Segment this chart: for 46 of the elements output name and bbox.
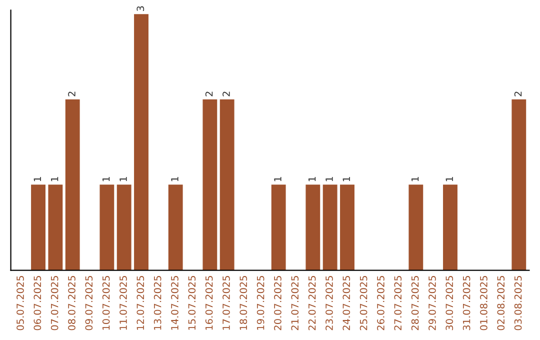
- x-tick-label: 25.07.2025: [360, 276, 368, 330]
- data-label: 3: [136, 6, 144, 11]
- data-label: 2: [205, 92, 213, 96]
- data-label: 1: [171, 176, 178, 182]
- x-tick-label: 24.07.2025: [342, 276, 350, 330]
- x-tick-label: 15.07.2025: [188, 276, 196, 330]
- x-tick-label: 26.07.2025: [377, 276, 384, 330]
- x-tick-label: 19.07.2025: [256, 276, 264, 330]
- x-tick-label: 18.07.2025: [240, 276, 248, 330]
- x-tick-label: 07.07.2025: [50, 276, 58, 330]
- x-tick-label: 02.08.2025: [497, 276, 505, 330]
- data-label: 2: [68, 92, 76, 96]
- x-tick-label: 30.07.2025: [446, 276, 454, 330]
- x-tick-label: 22.07.2025: [308, 276, 316, 330]
- x-tick-label: 09.07.2025: [85, 276, 93, 330]
- data-label: 1: [274, 176, 282, 182]
- x-tick-label: 28.07.2025: [411, 276, 419, 330]
- data-label: 1: [446, 176, 453, 182]
- x-tick-label: 08.07.2025: [68, 276, 76, 330]
- x-tick-label: 21.07.2025: [291, 276, 299, 330]
- x-tick-label: 06.07.2025: [34, 276, 42, 330]
- x-tick-label: 01.08.2025: [480, 276, 488, 330]
- x-tick-label: 27.07.2025: [394, 276, 402, 330]
- x-tick-label: 10.07.2025: [102, 276, 110, 330]
- x-tick-label: 12.07.2025: [136, 276, 144, 330]
- data-label: 1: [120, 176, 127, 182]
- x-tick-label: 20.07.2025: [274, 276, 282, 330]
- data-label: 2: [222, 92, 230, 96]
- data-label: 1: [51, 176, 58, 182]
- x-tick-label: 17.07.2025: [222, 276, 230, 330]
- x-tick-label: 13.07.2025: [154, 276, 162, 330]
- data-label: 1: [412, 176, 419, 182]
- x-tick-label: 03.08.2025: [514, 276, 522, 330]
- x-tick-label: 16.07.2025: [205, 276, 213, 330]
- x-tick-label: 05.07.2025: [16, 276, 24, 330]
- x-tick-label: 23.07.2025: [326, 276, 333, 330]
- x-tick-label: 11.07.2025: [120, 276, 127, 330]
- data-label: 2: [514, 92, 522, 96]
- data-label: 1: [308, 176, 316, 182]
- data-label: 1: [326, 176, 333, 182]
- data-label: 1: [102, 176, 110, 182]
- x-tick-label: 29.07.2025: [428, 276, 436, 330]
- x-tick-label: 31.07.2025: [462, 276, 470, 330]
- x-tick-label: 14.07.2025: [171, 276, 178, 330]
- data-label: 1: [342, 176, 350, 182]
- data-label: 1: [34, 176, 41, 182]
